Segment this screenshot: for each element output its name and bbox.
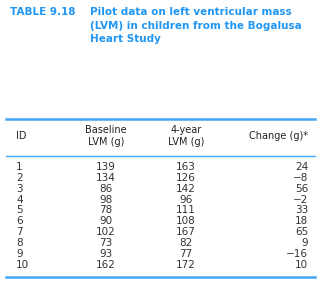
Text: 134: 134 — [96, 173, 116, 183]
Text: 167: 167 — [176, 227, 196, 237]
Text: 77: 77 — [179, 249, 193, 259]
Text: Change (g)*: Change (g)* — [249, 131, 308, 141]
Text: 33: 33 — [295, 206, 308, 215]
Text: 9: 9 — [301, 238, 308, 248]
Text: 108: 108 — [176, 217, 196, 226]
Text: 73: 73 — [99, 238, 113, 248]
Text: ID: ID — [16, 131, 27, 141]
Text: 93: 93 — [99, 249, 113, 259]
Text: −2: −2 — [293, 195, 308, 204]
Text: 6: 6 — [16, 217, 23, 226]
Text: 10: 10 — [16, 260, 29, 270]
Text: 1: 1 — [16, 162, 23, 172]
Text: 4: 4 — [16, 195, 23, 204]
Text: TABLE 9.18: TABLE 9.18 — [10, 7, 75, 17]
Text: 90: 90 — [100, 217, 112, 226]
Text: 126: 126 — [176, 173, 196, 183]
Text: 102: 102 — [96, 227, 116, 237]
Text: 3: 3 — [16, 184, 23, 194]
Text: 2: 2 — [16, 173, 23, 183]
Text: −8: −8 — [293, 173, 308, 183]
Text: −16: −16 — [286, 249, 308, 259]
Text: 18: 18 — [295, 217, 308, 226]
Text: 98: 98 — [99, 195, 113, 204]
Text: Baseline
LVM (g): Baseline LVM (g) — [85, 125, 127, 147]
Text: 7: 7 — [16, 227, 23, 237]
Text: 56: 56 — [295, 184, 308, 194]
Text: 111: 111 — [176, 206, 196, 215]
Text: 5: 5 — [16, 206, 23, 215]
Text: 172: 172 — [176, 260, 196, 270]
Text: 65: 65 — [295, 227, 308, 237]
Text: 142: 142 — [176, 184, 196, 194]
Text: 139: 139 — [96, 162, 116, 172]
Text: 8: 8 — [16, 238, 23, 248]
Text: 86: 86 — [99, 184, 113, 194]
Text: 82: 82 — [179, 238, 193, 248]
Text: 162: 162 — [96, 260, 116, 270]
Text: 24: 24 — [295, 162, 308, 172]
Text: 78: 78 — [99, 206, 113, 215]
Text: 4-year
LVM (g): 4-year LVM (g) — [168, 125, 204, 147]
Text: Pilot data on left ventricular mass
(LVM) in children from the Bogalusa
Heart St: Pilot data on left ventricular mass (LVM… — [90, 7, 302, 44]
Text: 9: 9 — [16, 249, 23, 259]
Text: 10: 10 — [295, 260, 308, 270]
Text: 96: 96 — [179, 195, 193, 204]
Text: 163: 163 — [176, 162, 196, 172]
